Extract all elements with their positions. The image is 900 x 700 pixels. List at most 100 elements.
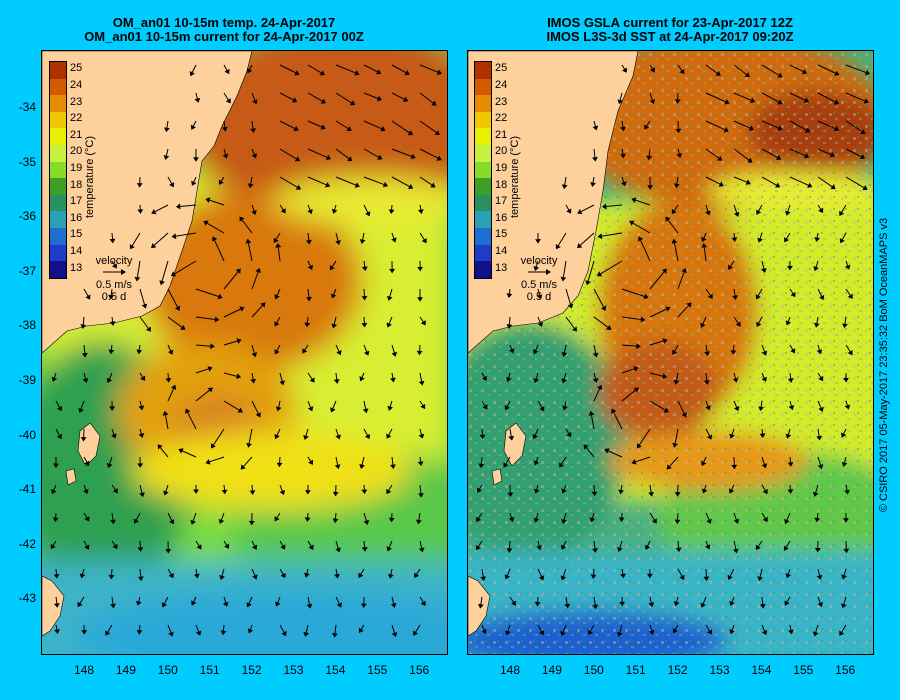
current-arrow-head bbox=[280, 572, 286, 579]
current-arrow-head bbox=[745, 179, 751, 185]
current-arrow-head bbox=[84, 544, 90, 550]
current-arrow-shaft bbox=[675, 596, 679, 603]
current-arrow-shaft bbox=[733, 400, 738, 408]
current-arrow-shaft bbox=[705, 64, 718, 74]
current-arrow-head bbox=[430, 182, 436, 188]
current-arrow-head bbox=[141, 303, 148, 309]
current-arrow-shaft bbox=[508, 372, 511, 379]
current-arrow-head bbox=[418, 380, 425, 386]
current-arrow-head bbox=[80, 324, 87, 329]
current-arrow-head bbox=[775, 182, 781, 188]
current-arrow-shaft bbox=[153, 232, 169, 246]
current-arrow-shaft bbox=[419, 372, 423, 382]
current-arrow-shaft bbox=[621, 120, 624, 128]
latitude-tick-label: -39 bbox=[18, 373, 36, 387]
current-arrow-head bbox=[816, 574, 823, 580]
current-arrow-head bbox=[169, 519, 175, 525]
current-arrow-shaft bbox=[159, 446, 169, 458]
current-arrow-head bbox=[417, 461, 424, 466]
current-arrow-shaft bbox=[565, 288, 572, 306]
longitude-tick-label: 156 bbox=[409, 663, 430, 677]
current-arrow-head bbox=[293, 125, 299, 132]
current-arrow-head bbox=[85, 294, 91, 300]
current-arrow-head bbox=[205, 459, 211, 465]
current-arrow-shaft bbox=[220, 176, 225, 182]
current-arrow-shaft bbox=[213, 239, 225, 262]
current-arrow-head bbox=[761, 376, 767, 382]
current-arrow-head bbox=[787, 489, 794, 494]
current-arrow-head bbox=[363, 350, 370, 356]
current-arrow-head bbox=[839, 630, 845, 636]
current-arrow-head bbox=[111, 263, 117, 269]
current-arrow-head bbox=[701, 488, 708, 494]
current-arrow-shaft bbox=[815, 624, 819, 633]
current-arrow-head bbox=[649, 99, 656, 105]
current-arrow-shaft bbox=[139, 316, 150, 329]
current-arrow-head bbox=[859, 153, 866, 160]
current-arrow-head bbox=[377, 154, 383, 160]
current-arrow-shaft bbox=[195, 288, 220, 298]
current-arrow-shaft bbox=[817, 568, 821, 577]
current-arrow-head bbox=[755, 294, 761, 300]
current-arrow-head bbox=[50, 543, 56, 550]
current-arrow-head bbox=[757, 237, 763, 243]
current-arrow-shaft bbox=[732, 344, 735, 352]
current-arrow-head bbox=[705, 405, 711, 411]
current-arrow-shaft bbox=[307, 148, 328, 159]
current-arrow-head bbox=[386, 433, 392, 439]
current-arrow-shaft bbox=[249, 624, 253, 631]
current-arrow-head bbox=[81, 352, 88, 358]
current-arrow-head bbox=[151, 243, 157, 249]
current-arrow-head bbox=[812, 491, 819, 497]
colorbar-tick-label: 24 bbox=[70, 78, 83, 91]
current-arrow-head bbox=[640, 316, 646, 323]
current-arrow-head bbox=[644, 544, 651, 550]
current-arrow-head bbox=[592, 125, 599, 131]
current-arrow-shaft bbox=[787, 428, 791, 436]
current-arrow-head bbox=[648, 602, 655, 608]
current-arrow-head bbox=[621, 67, 627, 73]
current-arrow-head bbox=[555, 244, 561, 250]
current-arrow-head bbox=[479, 434, 486, 440]
current-arrow-head bbox=[476, 487, 482, 493]
current-arrow-shaft bbox=[363, 540, 366, 548]
colorbar-swatch bbox=[50, 62, 66, 79]
current-arrow-shaft bbox=[335, 148, 350, 160]
current-arrow-head bbox=[191, 600, 197, 606]
current-arrow-head bbox=[164, 127, 170, 133]
current-arrow-shaft bbox=[165, 484, 169, 493]
current-arrow-head bbox=[239, 306, 245, 312]
current-arrow-head bbox=[834, 70, 840, 76]
current-arrow-shaft bbox=[580, 204, 595, 213]
current-arrow-head bbox=[417, 297, 423, 302]
current-arrow-head bbox=[218, 518, 225, 524]
current-arrow-head bbox=[171, 233, 177, 240]
current-arrow-head bbox=[633, 387, 639, 393]
current-arrow-head bbox=[386, 295, 393, 301]
current-arrow-shaft bbox=[648, 148, 651, 157]
current-arrow-shaft bbox=[80, 400, 85, 410]
current-arrow-shaft bbox=[562, 540, 567, 547]
current-arrow-shaft bbox=[733, 148, 750, 161]
current-arrow-head bbox=[56, 405, 63, 412]
current-arrow-head bbox=[679, 68, 685, 75]
current-arrow-shaft bbox=[83, 456, 88, 463]
current-arrow-shaft bbox=[537, 540, 540, 547]
current-arrow-head bbox=[175, 203, 181, 210]
current-arrow-shaft bbox=[167, 624, 172, 634]
current-arrow-head bbox=[325, 182, 331, 188]
current-arrow-shaft bbox=[480, 596, 483, 605]
current-arrow-head bbox=[136, 349, 143, 355]
current-arrow-head bbox=[705, 210, 711, 216]
current-arrow-shaft bbox=[535, 456, 539, 462]
latitude-tick-label: -43 bbox=[18, 591, 36, 606]
current-arrow-head bbox=[306, 603, 313, 609]
current-arrow-shaft bbox=[363, 148, 380, 158]
current-arrow-head bbox=[561, 378, 567, 384]
current-arrow-shaft bbox=[161, 260, 169, 282]
current-arrow-shaft bbox=[195, 316, 216, 321]
current-arrow-shaft bbox=[391, 148, 413, 158]
current-arrow-head bbox=[436, 155, 442, 161]
colorbar-tick-label: 21 bbox=[495, 128, 508, 141]
right-colorbar bbox=[474, 61, 492, 279]
